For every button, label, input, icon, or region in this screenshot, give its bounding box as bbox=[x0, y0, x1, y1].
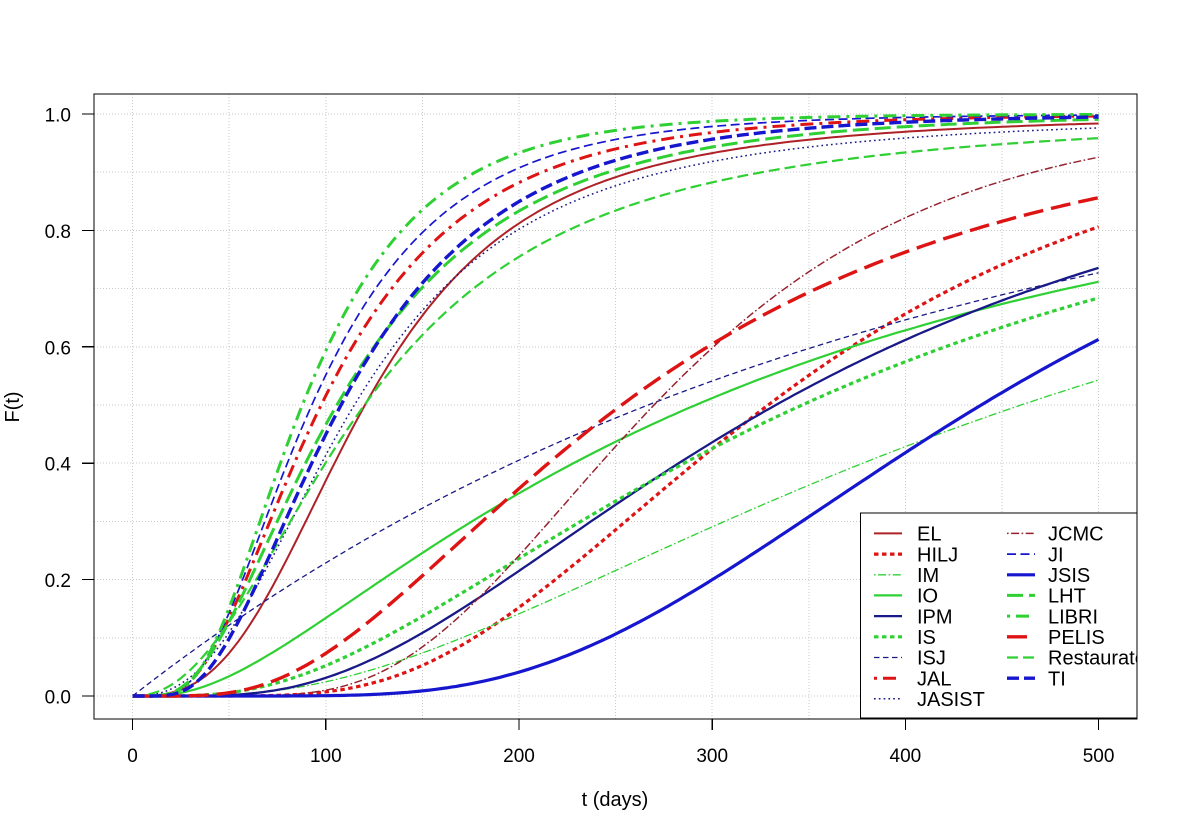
svg-text:IPM: IPM bbox=[917, 606, 953, 628]
svg-text:300: 300 bbox=[696, 746, 728, 767]
svg-text:JAL: JAL bbox=[917, 668, 951, 690]
svg-text:0.0: 0.0 bbox=[45, 688, 71, 709]
svg-text:500: 500 bbox=[1083, 746, 1115, 767]
svg-text:F(t): F(t) bbox=[2, 391, 24, 422]
svg-text:LHT: LHT bbox=[1048, 586, 1086, 608]
svg-text:0.4: 0.4 bbox=[45, 455, 72, 476]
svg-text:PELIS: PELIS bbox=[1048, 627, 1105, 649]
svg-text:0.6: 0.6 bbox=[45, 338, 71, 359]
svg-text:JASIST: JASIST bbox=[917, 689, 985, 711]
svg-text:200: 200 bbox=[503, 746, 535, 767]
svg-text:t (days): t (days) bbox=[582, 789, 649, 811]
svg-text:HILJ: HILJ bbox=[917, 544, 958, 566]
svg-text:1.0: 1.0 bbox=[45, 106, 71, 127]
svg-text:ISJ: ISJ bbox=[917, 648, 946, 670]
svg-text:0: 0 bbox=[127, 746, 138, 767]
svg-text:JCMC: JCMC bbox=[1048, 524, 1104, 546]
svg-text:Restaurator: Restaurator bbox=[1048, 648, 1153, 670]
svg-text:EL: EL bbox=[917, 524, 941, 546]
svg-text:100: 100 bbox=[310, 746, 342, 767]
svg-text:LIBRI: LIBRI bbox=[1048, 606, 1098, 628]
svg-text:400: 400 bbox=[890, 746, 922, 767]
svg-text:IO: IO bbox=[917, 586, 938, 608]
svg-text:JI: JI bbox=[1048, 544, 1064, 566]
svg-text:IS: IS bbox=[917, 627, 936, 649]
svg-text:TI: TI bbox=[1048, 668, 1066, 690]
svg-text:IM: IM bbox=[917, 565, 939, 587]
svg-text:JSIS: JSIS bbox=[1048, 565, 1090, 587]
svg-text:0.2: 0.2 bbox=[45, 571, 71, 592]
svg-text:0.8: 0.8 bbox=[45, 222, 71, 243]
